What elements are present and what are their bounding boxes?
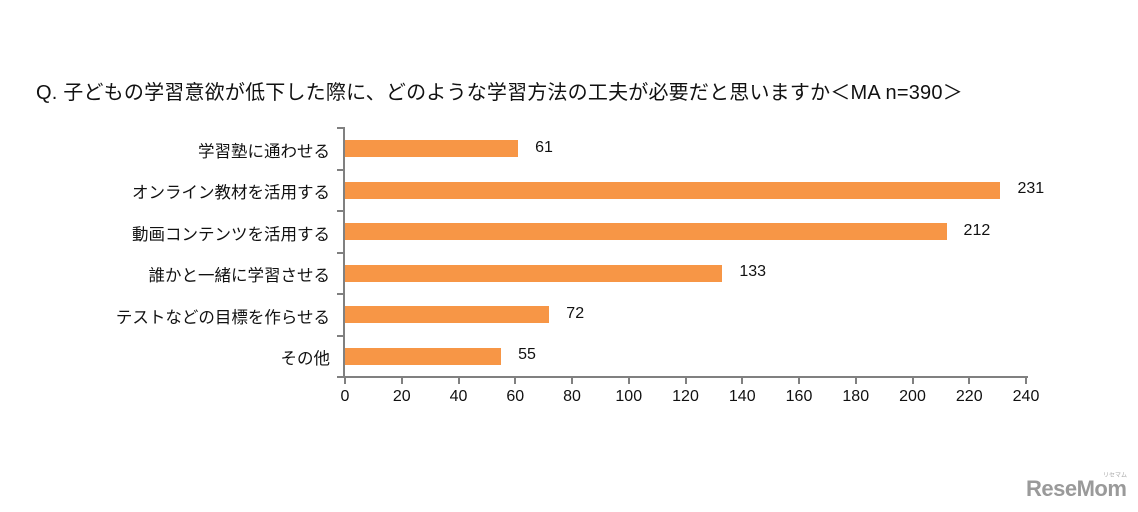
- bar: [345, 181, 1001, 199]
- category-label: 学習塾に通わせる: [198, 142, 330, 161]
- x-axis-tick: [968, 376, 971, 384]
- bar: [345, 306, 550, 324]
- data-label: 212: [963, 221, 991, 239]
- x-axis-tick-label: 0: [340, 388, 350, 405]
- x-axis-tick: [911, 376, 914, 384]
- bar: [345, 264, 723, 282]
- x-axis-tick-label: 240: [1012, 388, 1040, 405]
- x-axis-tick-label: 140: [728, 388, 756, 405]
- x-axis-tick: [457, 376, 460, 384]
- x-axis-tick-label: 100: [615, 388, 643, 405]
- y-axis-tick: [337, 293, 345, 295]
- x-axis-tick: [854, 376, 857, 384]
- x-axis-tick: [798, 376, 800, 384]
- data-label: 55: [518, 346, 536, 364]
- category-label: 誰かと一緒に学習させる: [148, 267, 331, 286]
- x-axis-tick: [1025, 376, 1027, 384]
- bar: [345, 140, 519, 158]
- resemom-logo-sub: リセマム: [1103, 473, 1128, 479]
- chart-title: Q. 子どもの学習意欲が低下した際に、どのような学習方法の工夫が必要だと思います…: [36, 82, 963, 104]
- category-label: その他: [280, 350, 331, 369]
- x-axis-tick-label: 180: [842, 388, 870, 405]
- x-axis-tick-label: 60: [506, 388, 525, 405]
- x-axis-tick: [514, 376, 517, 384]
- x-axis-tick-label: 40: [449, 388, 468, 405]
- x-axis-tick-label: 160: [785, 388, 813, 405]
- data-label: 72: [566, 304, 585, 322]
- data-label: 61: [535, 138, 553, 156]
- y-axis-tick: [337, 127, 345, 129]
- resemom-logo: ReseMom: [1026, 476, 1127, 501]
- x-axis-tick-label: 20: [392, 388, 411, 405]
- y-axis-tick: [337, 168, 345, 171]
- y-axis-tick: [337, 251, 345, 254]
- x-axis-tick-label: 80: [563, 388, 581, 405]
- x-axis-tick-label: 220: [955, 388, 983, 405]
- category-label: テストなどの目標を作らせる: [115, 308, 330, 327]
- x-axis-tick-label: 120: [672, 388, 699, 405]
- data-label: 231: [1017, 180, 1045, 198]
- y-axis-tick: [337, 376, 345, 378]
- x-axis-tick: [627, 376, 630, 384]
- category-label: オンライン教材を活用する: [132, 184, 330, 203]
- category-label: 動画コンテンツを活用する: [132, 225, 330, 244]
- data-label: 133: [739, 263, 767, 281]
- x-axis-tick: [741, 376, 744, 384]
- x-axis-tick-label: 200: [899, 388, 926, 405]
- x-axis-tick: [344, 376, 346, 384]
- x-axis-tick: [571, 376, 573, 384]
- bar: [345, 223, 947, 241]
- y-axis-tick: [337, 210, 345, 212]
- y-axis-tick: [337, 334, 345, 337]
- x-axis-tick: [684, 376, 687, 384]
- bar: [345, 347, 502, 365]
- x-axis-tick: [400, 376, 403, 384]
